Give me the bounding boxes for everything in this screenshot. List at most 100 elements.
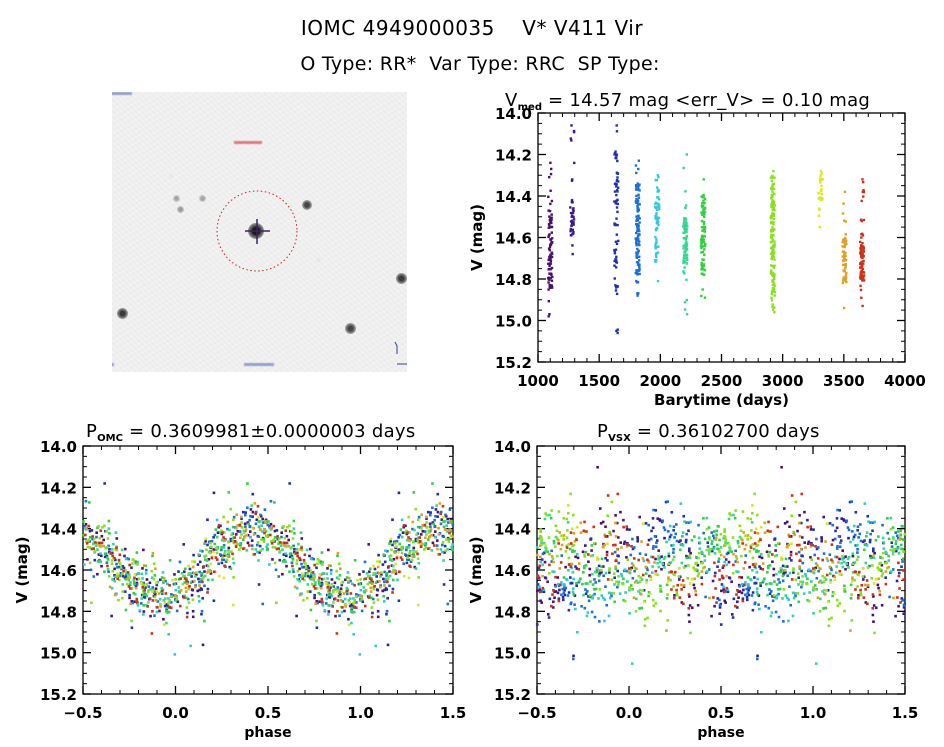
data-point: [284, 529, 288, 532]
data-point: [369, 586, 373, 590]
data-point: [820, 192, 823, 195]
data-point: [613, 600, 616, 604]
data-point: [586, 582, 589, 585]
data-point: [700, 582, 704, 586]
data-point: [318, 572, 322, 576]
data-point: [130, 600, 134, 603]
data-point: [860, 265, 863, 268]
data-point: [84, 528, 88, 531]
data-point: [288, 570, 291, 573]
data-point: [844, 251, 847, 255]
data-point: [674, 523, 678, 526]
data-point: [266, 543, 269, 546]
data-point: [84, 499, 88, 503]
data-point: [331, 590, 335, 594]
data-point: [684, 217, 687, 220]
data-point: [802, 592, 806, 595]
data-point: [655, 541, 658, 545]
data-point: [99, 552, 102, 555]
data-point: [400, 551, 404, 555]
data-point: [334, 614, 337, 618]
field-star: [173, 195, 180, 202]
data-point: [572, 577, 575, 581]
data-point: [538, 537, 541, 540]
data-point: [789, 603, 793, 607]
data-point: [659, 609, 662, 613]
data-point: [217, 525, 221, 529]
data-point: [700, 226, 704, 229]
data-point: [601, 520, 605, 524]
data-point: [444, 549, 447, 552]
data-point: [862, 218, 866, 222]
data-point: [345, 576, 349, 579]
data-point: [835, 547, 839, 550]
data-point: [765, 550, 769, 554]
data-point: [800, 492, 804, 496]
data-point: [350, 610, 353, 613]
data-point: [121, 574, 125, 578]
data-point: [799, 521, 803, 525]
data-point: [379, 585, 382, 589]
data-point: [189, 581, 193, 585]
data-point: [849, 540, 852, 544]
data-point: [867, 520, 870, 523]
data-point: [757, 603, 760, 607]
data-point: [290, 529, 293, 533]
data-point: [123, 590, 127, 593]
data-point: [299, 575, 302, 579]
data-point: [142, 590, 145, 593]
data-point: [313, 596, 316, 600]
data-point: [738, 575, 741, 579]
data-point: [663, 528, 667, 532]
data-point: [403, 553, 407, 556]
data-point: [804, 574, 808, 578]
data-point: [771, 245, 774, 249]
data-point: [669, 533, 673, 537]
data-point: [635, 231, 638, 235]
data-point: [636, 229, 639, 232]
data-point: [862, 262, 865, 265]
phase-omc-xtick-label: 0.0: [162, 704, 189, 722]
data-point: [204, 558, 207, 561]
data-point: [295, 562, 299, 565]
data-point: [346, 571, 350, 574]
data-point: [354, 601, 358, 604]
data-point: [572, 207, 575, 210]
data-point: [554, 575, 557, 579]
data-point: [431, 506, 434, 510]
data-point: [142, 548, 145, 552]
data-point: [567, 563, 571, 566]
data-point: [616, 190, 619, 193]
data-point: [721, 575, 724, 579]
data-point: [301, 574, 304, 577]
data-point: [634, 271, 637, 275]
data-point: [451, 523, 455, 527]
data-point: [759, 525, 763, 529]
data-point: [615, 286, 618, 289]
data-point: [406, 531, 409, 535]
data-point: [358, 582, 362, 586]
data-point: [218, 574, 221, 578]
data-point: [636, 247, 639, 251]
data-point: [866, 514, 870, 518]
data-point: [243, 535, 246, 539]
data-point: [723, 530, 726, 534]
data-point: [637, 196, 641, 199]
data-point: [231, 518, 235, 522]
data-point: [553, 545, 557, 548]
data-point: [858, 266, 862, 269]
data-point: [640, 606, 644, 610]
data-point: [121, 590, 125, 593]
data-point: [249, 508, 253, 511]
data-point: [746, 538, 750, 541]
data-point: [800, 569, 803, 573]
data-point: [766, 593, 769, 597]
data-point: [411, 540, 415, 544]
data-point: [641, 573, 645, 577]
data-point: [107, 575, 111, 578]
data-point: [843, 267, 847, 270]
data-point: [576, 630, 579, 634]
data-point: [769, 217, 773, 220]
data-point: [751, 608, 755, 612]
data-point: [613, 200, 616, 203]
